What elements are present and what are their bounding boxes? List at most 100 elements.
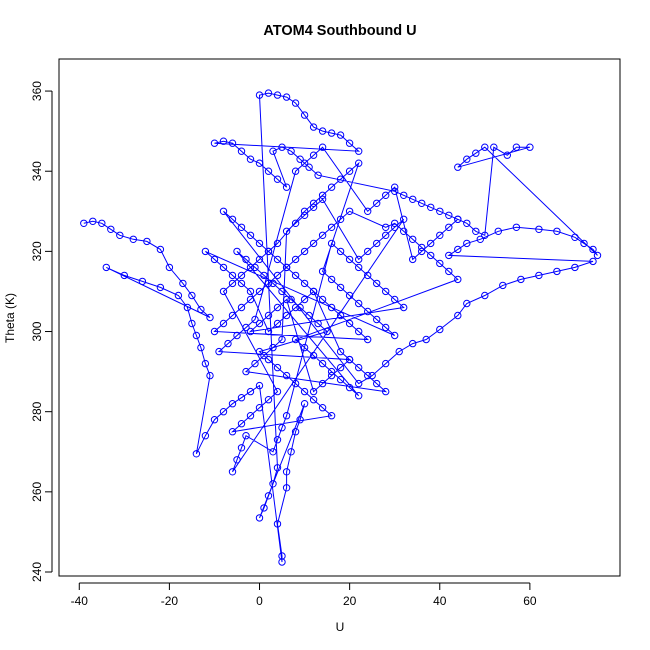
data-point [98,219,106,228]
data-point [282,484,291,492]
data-point [282,263,291,272]
data-point [278,424,286,432]
x-tick-label: 20 [343,594,357,608]
data-point [237,444,246,452]
data-point [327,371,336,380]
data-point [228,428,237,436]
data-point [269,343,277,352]
data-point [345,207,354,216]
data-point [336,131,345,139]
data-point [327,239,336,248]
data-point [391,223,399,232]
data-point [364,335,372,344]
data-point [553,227,561,236]
data-point [206,371,214,380]
data-point [273,319,282,328]
data-point [373,199,381,208]
data-point [197,343,205,352]
x-tick-label: -20 [161,594,179,608]
data-point [571,263,579,272]
data-point [327,275,336,284]
data-point [246,155,255,163]
data-point [309,151,318,159]
data-point [264,89,273,97]
data-point [454,311,462,320]
data-point [197,305,205,314]
data-point [318,231,327,240]
data-point [282,93,291,101]
data-point [210,255,219,264]
data-point [373,379,381,388]
data-point [355,147,363,155]
data-point [373,279,381,288]
data-point [264,279,273,288]
data-point [336,375,345,384]
data-point [436,207,444,216]
data-point [291,303,300,312]
data-point [368,371,376,380]
data-point [291,255,300,264]
data-point [400,215,408,224]
data-point [246,287,255,296]
data-point [345,383,354,392]
data-point [278,287,286,296]
data-point [278,143,286,151]
data-point [233,331,241,340]
data-point [237,279,246,288]
data-point [246,231,255,240]
data-point [273,387,282,396]
data-point [188,291,196,300]
data-point [143,237,151,246]
data-point [273,255,282,264]
x-axis: -40 -20 0 20 40 60 [71,582,537,608]
data-point [463,239,471,248]
data-point [364,271,372,280]
data-point [251,263,259,272]
data-point [418,199,426,208]
data-point [237,223,246,232]
data-point [291,379,300,388]
x-axis-label: U [336,620,345,634]
data-point [255,514,264,522]
data-point [255,287,264,296]
data-point [535,225,543,234]
data-point [269,480,277,488]
data-point [278,552,286,560]
data-point [305,311,313,320]
data-point [255,255,264,264]
data-point [287,448,295,456]
data-point [355,392,363,400]
data-point [273,303,282,312]
data-point [300,159,309,167]
data-point [246,387,255,396]
y-tick-label: 300 [30,321,44,341]
data-point [282,412,291,420]
data-point [463,219,471,228]
series-lines [83,92,598,563]
data-point [345,291,354,300]
data-point [327,303,336,312]
data-point [355,263,363,272]
data-point [445,223,453,232]
data-point [300,279,309,288]
data-point [291,428,300,436]
data-point [233,247,241,256]
data-point [291,219,300,228]
data-point [553,267,561,276]
data-point [179,279,187,288]
data-point [251,315,259,324]
data-point [282,311,291,320]
data-point [364,207,372,216]
data-point [454,215,462,224]
data-point [517,275,525,284]
data-point [242,367,250,376]
data-point [382,287,390,296]
data-point [282,295,291,304]
data-point [242,432,250,440]
data-point [255,347,264,356]
data-point [300,247,309,256]
data-point [165,263,174,272]
data-point [345,139,354,147]
data-point [183,303,192,312]
data-point [589,245,597,254]
